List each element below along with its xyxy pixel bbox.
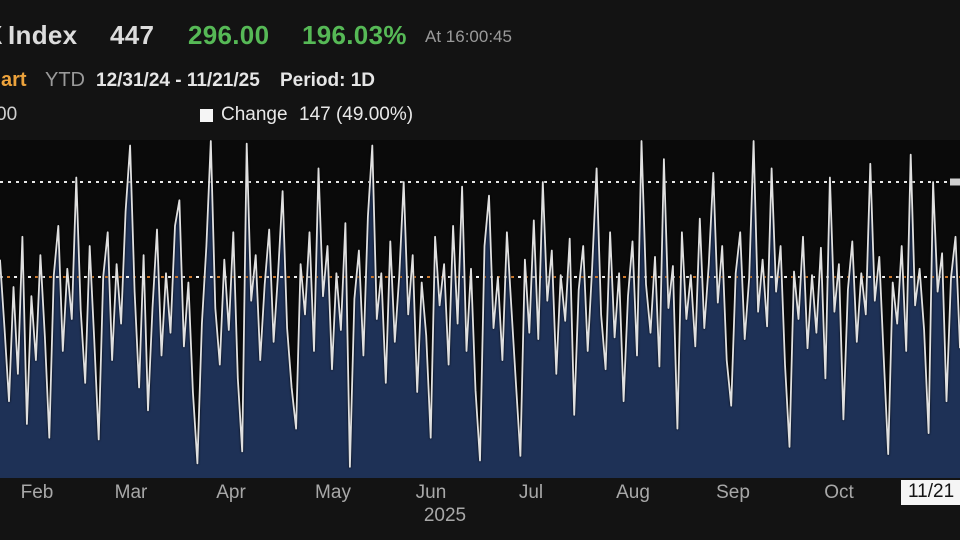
x-axis-tick-feb: Feb <box>20 482 54 503</box>
change-legend-label[interactable]: Change <box>221 104 288 125</box>
chart-name-fragment: art <box>1 69 27 91</box>
x-axis-year-label: 2025 <box>423 505 467 526</box>
end-date-box[interactable]: 11/21 <box>901 480 960 505</box>
security-title: Index <box>8 20 78 50</box>
reference-line-end-marker-icon <box>950 178 960 186</box>
quote-timestamp: At 16:00:45 <box>425 27 512 46</box>
x-axis: Feb Mar Apr May Jun Jul Aug Sep Oct 2025 11/21 <box>0 478 960 540</box>
range-button-ytd[interactable]: YTD <box>45 69 85 91</box>
percent-change: 196.03% <box>302 20 407 50</box>
series-area-fill <box>0 141 960 478</box>
stat-value: 447 <box>110 20 155 50</box>
change-series-chart <box>0 140 960 478</box>
period-field[interactable]: Period: 1D <box>280 70 376 91</box>
series-line <box>0 140 960 468</box>
price-chart-plot[interactable] <box>0 140 960 478</box>
change-legend-swatch-icon <box>200 109 213 122</box>
x-axis-tick-mar: Mar <box>114 482 148 503</box>
x-axis-tick-aug: Aug <box>616 482 650 503</box>
x-axis-tick-apr: Apr <box>216 482 246 503</box>
x-axis-tick-may: May <box>315 482 351 503</box>
date-range-field[interactable]: 12/31/24 - 11/21/25 <box>96 70 260 91</box>
change-legend-value: 147 (49.00%) <box>299 104 414 125</box>
last-price: 296.00 <box>188 20 270 50</box>
x-axis-tick-jul: Jul <box>518 482 544 503</box>
x-axis-tick-sep: Sep <box>716 482 750 503</box>
ticker-fragment: X <box>0 20 3 51</box>
x-axis-tick-oct: Oct <box>824 482 854 503</box>
left-legend-fragment: 00 <box>0 104 18 125</box>
x-axis-tick-jun: Jun <box>415 482 447 503</box>
